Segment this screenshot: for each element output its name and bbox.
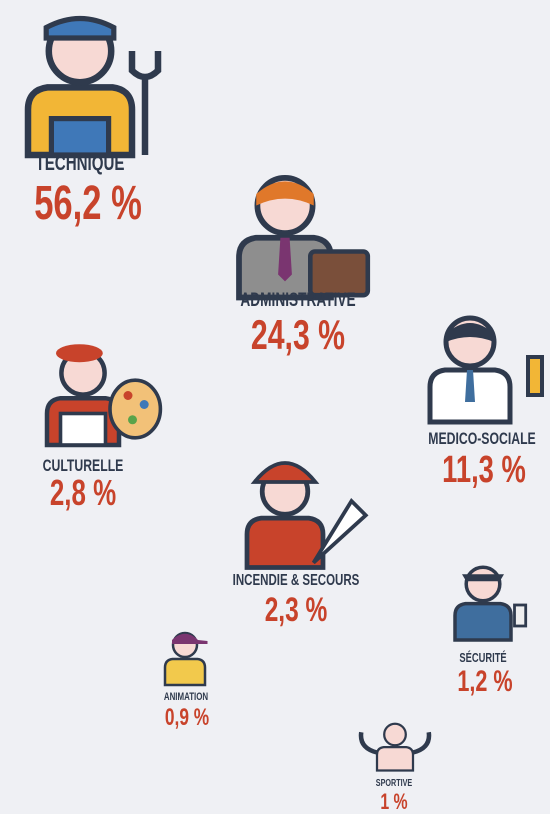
icon-medico [430,318,544,422]
item-label: TECHNIQUE [35,152,125,175]
icon-incendie [247,461,369,568]
item-label: SPORTIVE [375,778,413,789]
item-value: 11,3 % [442,449,526,491]
item-label: ANIMATION [163,691,209,703]
icon-securite [453,565,528,642]
item-label: CULTURELLE [42,456,124,475]
item-value: 1 % [380,789,408,814]
item-label: SÉCURITÉ [459,650,507,665]
item-value: 24,3 % [250,311,346,358]
item-value: 1,2 % [457,665,513,698]
item-value: 0,9 % [164,704,210,731]
item-value: 56,2 % [34,177,142,230]
icon-sportive [358,722,432,772]
item-label: MEDICO-SOCIALE [428,429,536,448]
item-label: ADMINISTRATIVE [240,290,356,311]
item-value: 2,8 % [49,472,117,513]
item-value: 2,3 % [264,591,328,629]
icon-administrative [239,178,371,298]
icon-technique [28,16,162,156]
icon-culturelle [47,344,163,445]
item-label: INCENDIE & SECOURS [232,572,360,589]
icon-animation [163,631,208,687]
